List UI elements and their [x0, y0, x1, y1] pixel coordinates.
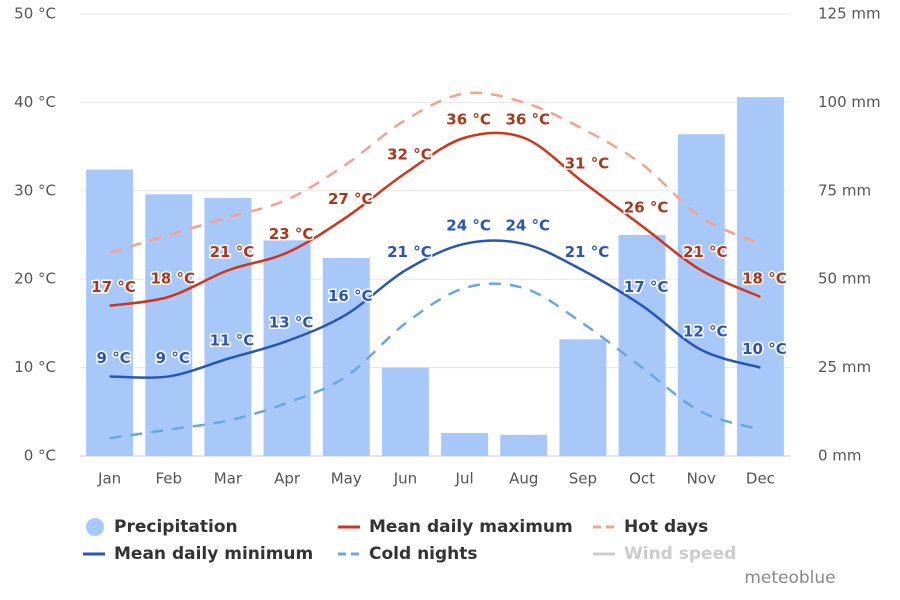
data-label: 21 °C	[683, 243, 728, 261]
data-label: 13 °C	[269, 314, 314, 332]
data-label: 17 °C	[91, 278, 136, 296]
data-label: 16 °C	[328, 287, 373, 305]
y2-tick-label: 125 mm	[818, 5, 881, 23]
x-tick-label: Oct	[629, 470, 655, 488]
data-label: 12 °C	[683, 322, 728, 340]
data-label: 24 °C	[446, 216, 491, 234]
data-label: 9 °C	[156, 349, 190, 367]
bar	[145, 194, 193, 456]
bar	[381, 367, 429, 456]
x-tick-label: Feb	[155, 470, 182, 488]
x-tick-label: Jan	[97, 470, 121, 488]
x-tick-label: Apr	[274, 470, 301, 488]
legend-label: Cold nights	[369, 544, 478, 564]
data-label: 31 °C	[565, 154, 610, 172]
y2-tick-label: 25 mm	[818, 358, 871, 376]
y-tick-label: 0 °C	[24, 447, 56, 465]
data-label: 26 °C	[624, 199, 669, 217]
legend-label: Mean daily maximum	[369, 517, 573, 537]
data-label: 9 °C	[96, 349, 130, 367]
data-label: 27 °C	[328, 190, 373, 208]
bar	[677, 134, 725, 456]
x-tick-label: Aug	[509, 470, 538, 488]
data-label: 11 °C	[210, 331, 255, 349]
x-tick-label: May	[331, 470, 362, 488]
data-label: 10 °C	[742, 340, 787, 358]
x-tick-label: Jun	[393, 470, 417, 488]
legend-label: Wind speed	[624, 544, 736, 564]
bar	[736, 97, 784, 456]
bar	[86, 169, 134, 457]
line	[109, 282, 761, 440]
data-label: 21 °C	[387, 243, 432, 261]
y-tick-label: 30 °C	[14, 181, 56, 199]
bar	[204, 197, 252, 456]
x-tick-label: Sep	[569, 470, 597, 488]
bar	[322, 257, 370, 456]
line	[109, 131, 761, 307]
y2-tick-label: 75 mm	[818, 181, 871, 199]
data-label: 23 °C	[269, 225, 314, 243]
data-label: 21 °C	[565, 243, 610, 261]
y2-tick-label: 0 mm	[818, 447, 862, 465]
x-tick-label: Nov	[687, 470, 716, 488]
y-tick-label: 40 °C	[14, 93, 56, 111]
legend-label: Mean daily minimum	[114, 544, 313, 564]
watermark: meteoblue	[744, 568, 835, 588]
x-tick-label: Dec	[746, 470, 775, 488]
data-label: 17 °C	[624, 278, 669, 296]
bar	[500, 434, 548, 456]
y-tick-label: 10 °C	[14, 358, 56, 376]
legend-label: Hot days	[624, 517, 708, 537]
data-label: 32 °C	[387, 146, 432, 164]
y-tick-label: 50 °C	[14, 5, 56, 23]
bar	[441, 433, 489, 456]
bar	[263, 240, 311, 456]
line	[109, 239, 761, 379]
y-tick-label: 20 °C	[14, 270, 56, 288]
data-label: 18 °C	[742, 269, 787, 287]
legend-label: Precipitation	[114, 517, 238, 537]
x-tick-label: Mar	[214, 470, 243, 488]
data-label: 18 °C	[150, 269, 195, 287]
x-tick-label: Jul	[455, 470, 474, 488]
data-label: 36 °C	[505, 110, 550, 128]
y2-tick-label: 50 mm	[818, 270, 871, 288]
bar	[559, 339, 607, 456]
y2-tick-label: 100 mm	[818, 93, 881, 111]
legend-swatch	[86, 518, 104, 536]
data-label: 24 °C	[505, 216, 550, 234]
bar	[618, 235, 666, 456]
data-label: 36 °C	[446, 110, 491, 128]
data-label: 21 °C	[210, 243, 255, 261]
